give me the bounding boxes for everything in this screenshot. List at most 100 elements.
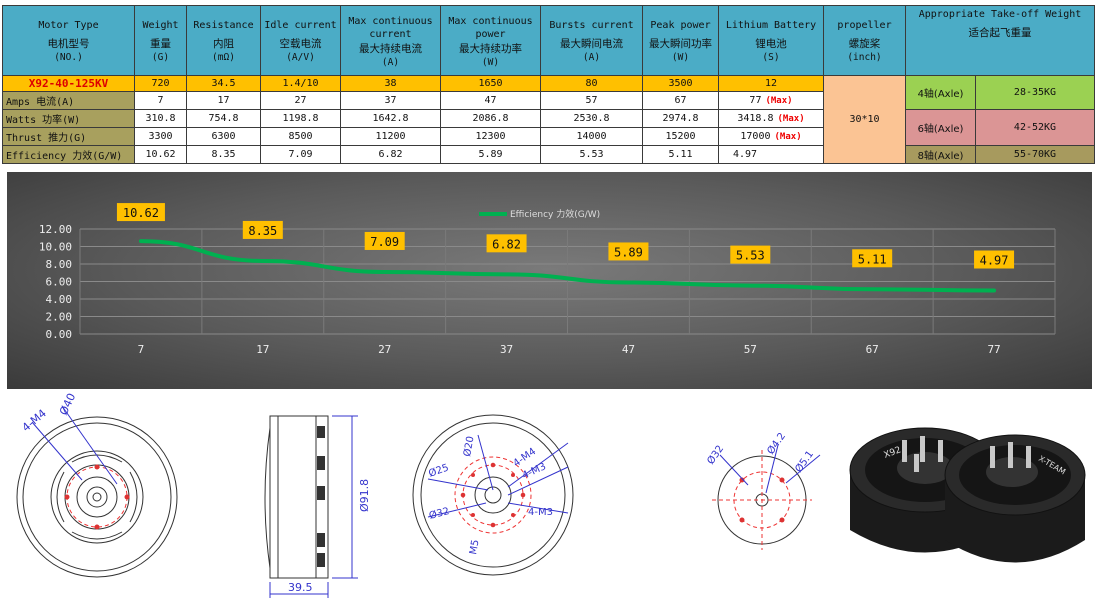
model-name: X92-40-125KV	[2, 75, 135, 92]
data-label-box	[974, 250, 1015, 269]
header-resistance: Resistance 内阻 (mΩ)	[186, 5, 261, 76]
watts-cell: 2974.8	[642, 109, 719, 128]
watts-cell: 2086.8	[440, 109, 541, 128]
x-tick-label: 7	[138, 343, 145, 356]
front-outer-ring	[16, 416, 178, 578]
rear-m3b-label: 4-M3	[528, 507, 553, 518]
rear-m5-label: M5	[468, 539, 481, 556]
watts-cell: 2530.8	[540, 109, 643, 128]
max-tag: (Max)	[765, 96, 793, 106]
prop-d32-label: Ø32	[705, 443, 727, 467]
efficiency-series-line	[138, 239, 997, 293]
amps-cell-max: 77 (Max)	[718, 91, 824, 110]
x-tick-label: 27	[378, 343, 391, 356]
rear-d32-label: Ø32	[428, 505, 451, 522]
data-label-box	[608, 242, 649, 261]
x-tick-label: 57	[744, 343, 757, 356]
row-label-amps: Amps 电流(A)	[2, 91, 135, 110]
propeller-size: 30*10	[823, 75, 906, 164]
prop-mount-drawing: Ø32 Ø4.2 Ø5.1	[705, 430, 821, 550]
header-motor-type: Motor Type 电机型号 (NO.)	[2, 5, 135, 76]
model-peak-power: 3500	[642, 75, 719, 92]
spec-table: Motor Type 电机型号 (NO.) Weight 重量 (G) Resistan…	[2, 5, 1095, 164]
data-label: 4.97	[980, 254, 1009, 268]
header-weight: Weight 重量 (G)	[134, 5, 187, 76]
watts-cell: 754.8	[186, 109, 261, 128]
legend-label: Efficiency 力效(G/W)	[510, 208, 600, 220]
data-label: 5.53	[736, 249, 765, 263]
thrust-cell: 8500	[260, 127, 341, 146]
data-label: 5.89	[614, 245, 643, 259]
data-label: 5.11	[858, 252, 887, 266]
header-idle-current: Idle current 空载电流 (A/V)	[260, 5, 341, 76]
header-max-continuous-power: Max continuous power 最大持续功率 (W)	[440, 5, 541, 76]
watts-cell-max: 3418.8 (Max)	[718, 109, 824, 128]
prop-d42-label: Ø4.2	[765, 430, 788, 456]
takeoff-weight-6: 42-52KG	[975, 109, 1095, 146]
y-tick-label: 2.00	[46, 311, 73, 324]
data-label-box	[116, 203, 165, 222]
data-label-box	[242, 220, 283, 239]
data-label-box	[730, 245, 771, 264]
thrust-cell: 14000	[540, 127, 643, 146]
model-idle-current: 1.4/10	[260, 75, 341, 92]
row-label-watts: Watts 功率(W)	[2, 109, 135, 128]
motor-product-photo: X92 X-TEAM	[849, 427, 1086, 563]
efficiency-cell: 5.89	[440, 145, 541, 164]
data-label: 10.62	[123, 206, 159, 220]
efficiency-cell: 7.09	[260, 145, 341, 164]
model-max-current: 38	[340, 75, 441, 92]
efficiency-cell: 4.97	[718, 145, 824, 164]
y-tick-label: 6.00	[46, 276, 73, 289]
front-view-drawing: 4-M4 Ø40	[16, 392, 178, 578]
max-tag: (Max)	[774, 132, 802, 142]
header-takeoff-weight: Appropriate Take-off Weight 适合起飞重量	[905, 5, 1095, 76]
thrust-cell-max: 17000 (Max)	[718, 127, 824, 146]
x-tick-label: 77	[987, 343, 1000, 356]
data-label: 8.35	[248, 224, 277, 238]
thrust-cell: 11200	[340, 127, 441, 146]
model-battery: 12	[718, 75, 824, 92]
watts-value: 3418.8	[737, 113, 774, 124]
efficiency-cell: 8.35	[186, 145, 261, 164]
model-bursts-current: 80	[540, 75, 643, 92]
row-label-thrust: Thrust 推力(G)	[2, 127, 135, 146]
thrust-cell: 15200	[642, 127, 719, 146]
max-tag: (Max)	[777, 114, 805, 124]
watts-cell: 1642.8	[340, 109, 441, 128]
side-width-label: 39.5	[288, 581, 313, 594]
x-tick-label: 67	[866, 343, 879, 356]
front-dia-label: Ø40	[57, 392, 78, 417]
amps-cell: 47	[440, 91, 541, 110]
motor-photo-right: X-TEAM	[944, 434, 1086, 563]
model-weight: 720	[134, 75, 187, 92]
amps-cell: 17	[186, 91, 261, 110]
amps-value: 77	[749, 95, 762, 106]
thrust-cell: 6300	[186, 127, 261, 146]
watts-cell: 310.8	[134, 109, 187, 128]
efficiency-chart-svg: 0.00 2.00 4.00 6.00 8.00 10.00 12.00 7 17 27 37 47 5…	[39, 203, 1056, 356]
row-label-efficiency: Efficiency 力效(G/W)	[2, 145, 135, 164]
y-tick-label: 12.00	[39, 223, 72, 236]
data-label-box	[486, 234, 527, 253]
rear-d25-label: Ø25	[427, 461, 450, 479]
data-label: 7.09	[370, 235, 399, 249]
watts-cell: 1198.8	[260, 109, 341, 128]
header-max-continuous-current: Max continuous current 最大持续电流 (A)	[340, 5, 441, 76]
amps-cell: 37	[340, 91, 441, 110]
data-label-box	[364, 231, 405, 250]
thrust-value: 17000	[740, 131, 771, 142]
rear-view-drawing: Ø20 4-M4 4-M3 Ø25 Ø32 4-M3 M5	[412, 414, 574, 576]
model-resistance: 34.5	[186, 75, 261, 92]
takeoff-axle-8: 8轴(Axle)	[905, 145, 976, 164]
efficiency-chart: 0.00 2.00 4.00 6.00 8.00 10.00 12.00 7 17 27 37 47 5…	[7, 172, 1092, 389]
data-label-box	[852, 249, 893, 268]
y-tick-label: 10.00	[39, 241, 72, 254]
thrust-cell: 3300	[134, 127, 187, 146]
rear-d20-label: Ø20	[461, 435, 476, 457]
amps-cell: 67	[642, 91, 719, 110]
header-propeller: propeller 螺旋桨 (inch)	[823, 5, 906, 76]
thrust-cell: 12300	[440, 127, 541, 146]
header-peak-power: Peak power 最大瞬间功率 (W)	[642, 5, 719, 76]
amps-cell: 27	[260, 91, 341, 110]
